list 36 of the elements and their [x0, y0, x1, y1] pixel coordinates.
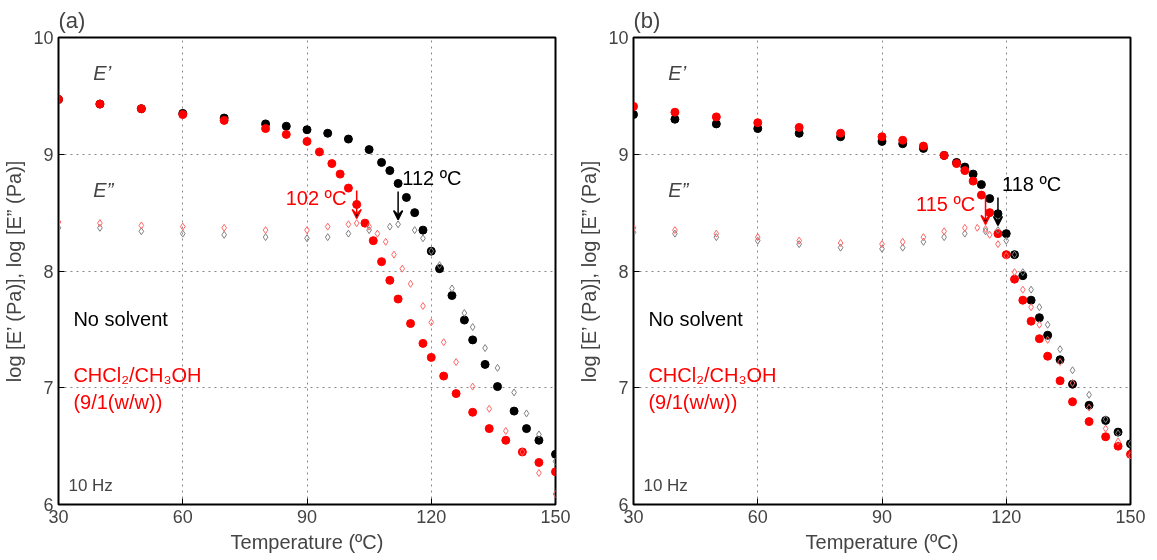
annotation: E’ [668, 62, 687, 85]
x-axis-title: Temperature (ºC) [230, 530, 384, 553]
chart-title: (a) [58, 7, 86, 33]
annotation: 10 Hz [643, 476, 688, 496]
text: No solvent [73, 308, 169, 331]
annotation: 102 ºC [285, 187, 347, 210]
y-tick-label: 8 [618, 261, 629, 282]
y-tick-label: 10 [608, 28, 629, 48]
y-tick-label: 10 [33, 28, 54, 48]
x-tick-label: 150 [540, 506, 571, 527]
x-tick-label: 60 [172, 506, 193, 527]
x-tick-label: 120 [416, 506, 447, 527]
y-tick-label: 9 [618, 144, 629, 165]
x-tick-label: 150 [1115, 506, 1146, 527]
x-tick-label: 120 [991, 506, 1022, 527]
text: No solvent [648, 308, 744, 331]
annotation: E’ [93, 62, 112, 85]
x-tick-label: 90 [871, 506, 893, 527]
x-tick-label: 90 [296, 506, 318, 527]
annotation: E” [93, 178, 115, 201]
y-axis-title: log [E’ (Pa)], log [E” (Pa)] [578, 160, 601, 383]
annotation: 115 ºC [916, 192, 976, 215]
annotation: 112 ºC [402, 167, 462, 190]
chart-title: (b) [633, 7, 661, 33]
y-tick-label: 7 [43, 378, 54, 399]
y-axis-title: log [E’ (Pa)], log [E” (Pa)] [3, 160, 26, 383]
x-axis-title: Temperature (ºC) [805, 530, 959, 553]
text: CHCl₂/CH₃OH (9/1(w/w)) [648, 364, 777, 413]
y-tick-label: 9 [43, 144, 54, 165]
annotation: 118 ºC [1002, 173, 1062, 196]
y-tick-label: 8 [43, 261, 54, 282]
annotation: E” [668, 178, 690, 201]
text: CHCl₂/CH₃OH (9/1(w/w)) [73, 364, 202, 413]
y-tick-label: 7 [618, 378, 629, 399]
annotation: 10 Hz [68, 476, 113, 496]
x-tick-label: 60 [747, 506, 768, 527]
